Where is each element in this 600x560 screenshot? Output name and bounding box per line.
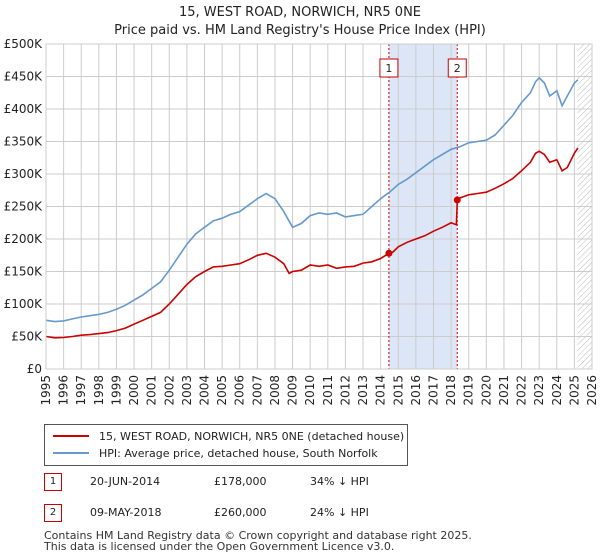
sale-label-box-1 xyxy=(379,58,399,78)
x-tick-label: 2020 xyxy=(479,375,493,406)
sale-date-1: 20-JUN-2014 xyxy=(90,475,161,488)
x-tick-label: 1996 xyxy=(57,375,71,406)
x-tick-label: 2011 xyxy=(321,375,335,406)
chart-title: 15, WEST ROAD, NORWICH, NR5 0NE xyxy=(178,5,422,20)
y-tick-label: £100K xyxy=(4,297,44,311)
sale-badge-2: 2 xyxy=(44,504,62,522)
x-tick-label: 1997 xyxy=(74,375,88,406)
sale-price-1: £178,000 xyxy=(214,475,267,488)
x-tick-label: 2014 xyxy=(374,375,388,406)
x-tick-label: 2002 xyxy=(162,375,176,406)
y-tick-label: £350K xyxy=(4,135,44,149)
footer-line-1: Contains HM Land Registry data © Crown c… xyxy=(44,529,472,542)
price-chart: £0 £50K £100K £150K £200K £250K £300K £350K £400… xyxy=(4,37,599,406)
series-line-hpi xyxy=(45,76,579,323)
x-tick-label: 2012 xyxy=(338,375,352,406)
series-line-property xyxy=(45,147,579,339)
y-tick-label: £50K xyxy=(11,330,43,344)
x-tick-label: 2022 xyxy=(515,375,529,406)
sale-label-2: 2 xyxy=(454,62,461,75)
sale-hpi-diff-2: 24% ↓ HPI xyxy=(310,506,369,519)
plot-frame xyxy=(45,43,593,370)
sale-label-box-2 xyxy=(447,58,467,78)
x-tick-label: 2017 xyxy=(426,375,440,406)
x-tick-label: 2009 xyxy=(286,375,300,406)
legend: 15, WEST ROAD, NORWICH, NR5 0NE (detache… xyxy=(44,424,408,466)
x-tick-label: 2021 xyxy=(497,375,511,406)
chart-subtitle: Price paid vs. HM Land Registry's House … xyxy=(114,23,486,38)
legend-label-property: 15, WEST ROAD, NORWICH, NR5 0NE (detache… xyxy=(99,430,405,443)
y-tick-label: £500K xyxy=(4,37,44,51)
legend-swatch-property xyxy=(53,435,89,437)
x-tick-label: 1999 xyxy=(109,375,123,406)
x-tick-label: 2015 xyxy=(391,375,405,406)
legend-item-property: 15, WEST ROAD, NORWICH, NR5 0NE (detache… xyxy=(53,429,404,445)
x-tick-label: 2005 xyxy=(215,375,229,406)
footer-line-2: This data is licensed under the Open Gov… xyxy=(44,540,395,553)
y-tick-label: £0 xyxy=(27,362,42,376)
x-tick-label: 2026 xyxy=(585,375,599,406)
sale-point-2 xyxy=(453,196,461,204)
x-tick-label: 2019 xyxy=(462,375,476,406)
legend-label-hpi: HPI: Average price, detached house, Sout… xyxy=(99,447,378,460)
y-tick-label: £150K xyxy=(4,265,44,279)
sale-point-1 xyxy=(385,249,393,257)
x-tick-label: 2001 xyxy=(145,375,159,406)
chart-title-block: 15, WEST ROAD, NORWICH, NR5 0NE Price pa… xyxy=(0,4,600,40)
sale-date-2: 09-MAY-2018 xyxy=(90,506,162,519)
x-tick-label: 2006 xyxy=(233,375,247,406)
y-tick-label: £200K xyxy=(4,232,44,246)
x-tick-label: 2003 xyxy=(180,375,194,406)
x-tick-label: 1995 xyxy=(39,375,53,406)
x-tick-label: 2024 xyxy=(550,375,564,406)
y-tick-label: £400K xyxy=(4,102,44,116)
legend-swatch-hpi xyxy=(53,452,89,454)
sale-price-2: £260,000 xyxy=(214,506,267,519)
y-tick-label: £250K xyxy=(4,200,44,214)
legend-item-hpi: HPI: Average price, detached house, Sout… xyxy=(53,446,378,462)
x-tick-label: 2010 xyxy=(303,375,317,406)
footer: Contains HM Land Registry data © Crown c… xyxy=(44,530,584,552)
x-tick-label: 2016 xyxy=(409,375,423,406)
x-tick-label: 2023 xyxy=(532,375,546,406)
sale-badge-1: 1 xyxy=(44,473,62,491)
y-tick-label: £450K xyxy=(4,70,44,84)
x-tick-label: 2025 xyxy=(567,375,581,406)
y-tick-label: £300K xyxy=(4,167,44,181)
x-tick-label: 2008 xyxy=(268,375,282,406)
x-tick-label: 2004 xyxy=(198,375,212,406)
x-tick-label: 2007 xyxy=(250,375,264,406)
sale-hpi-diff-1: 34% ↓ HPI xyxy=(310,475,369,488)
x-tick-label: 2000 xyxy=(127,375,141,406)
x-tick-label: 1998 xyxy=(92,375,106,406)
x-tick-label: 2013 xyxy=(356,375,370,406)
x-tick-label: 2018 xyxy=(444,375,458,406)
sale-label-1: 1 xyxy=(385,62,392,75)
